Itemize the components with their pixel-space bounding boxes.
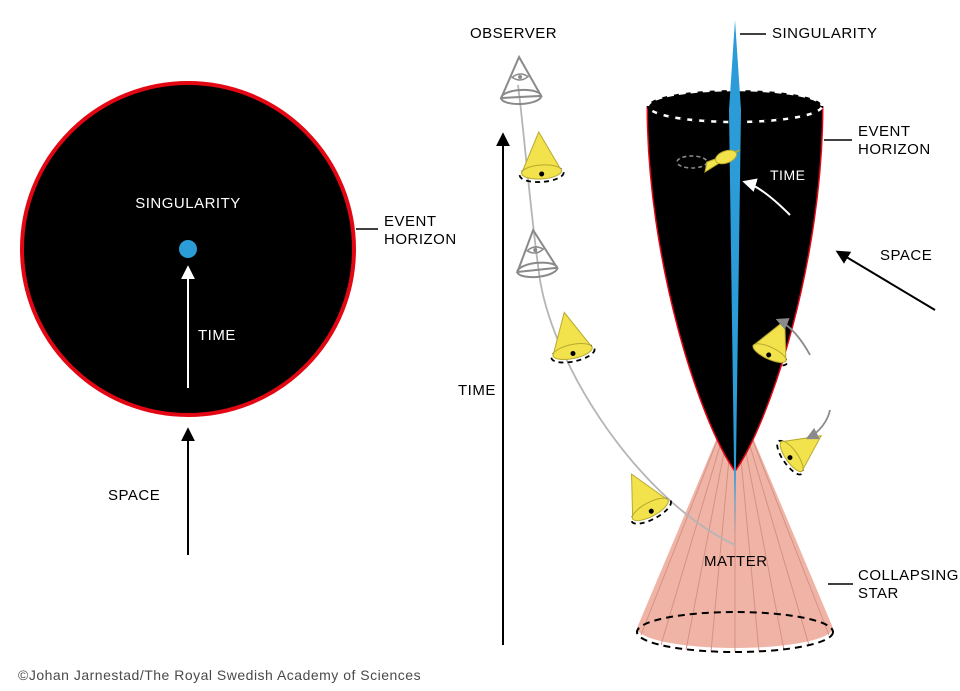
label-singularity-right: SINGULARITY [772,25,878,42]
observer-cone-upper [499,56,541,105]
label-time-left: TIME [198,327,236,344]
label-event-horizon-left: EVENT HORIZON [384,213,457,248]
cone-arrow-2 [808,410,830,438]
singularity-dot [179,240,197,258]
lightcone-path-2 [543,308,596,366]
label-matter: MATTER [704,553,768,570]
label-collapsing-star: COLLAPSING STAR [858,567,960,602]
label-time-inside: TIME [770,167,805,183]
diagram-canvas: SINGULARITY TIME EVENT HORIZON SPACE [0,0,960,691]
lightcone-edge-2 [773,419,833,478]
right-spacetime-diagram: TIME [458,20,960,652]
credit-text: ©Johan Jarnestad/The Royal Swedish Acade… [18,667,421,683]
label-singularity-left: SINGULARITY [135,195,241,212]
label-observer: OBSERVER [470,25,557,42]
label-space-right: SPACE [880,247,932,264]
left-black-hole: SINGULARITY TIME EVENT HORIZON SPACE [22,83,457,555]
label-time-right: TIME [458,382,496,399]
label-event-horizon-right: EVENT HORIZON [858,123,931,158]
label-space-left: SPACE [108,487,160,504]
observer-cone-lower [513,228,558,279]
